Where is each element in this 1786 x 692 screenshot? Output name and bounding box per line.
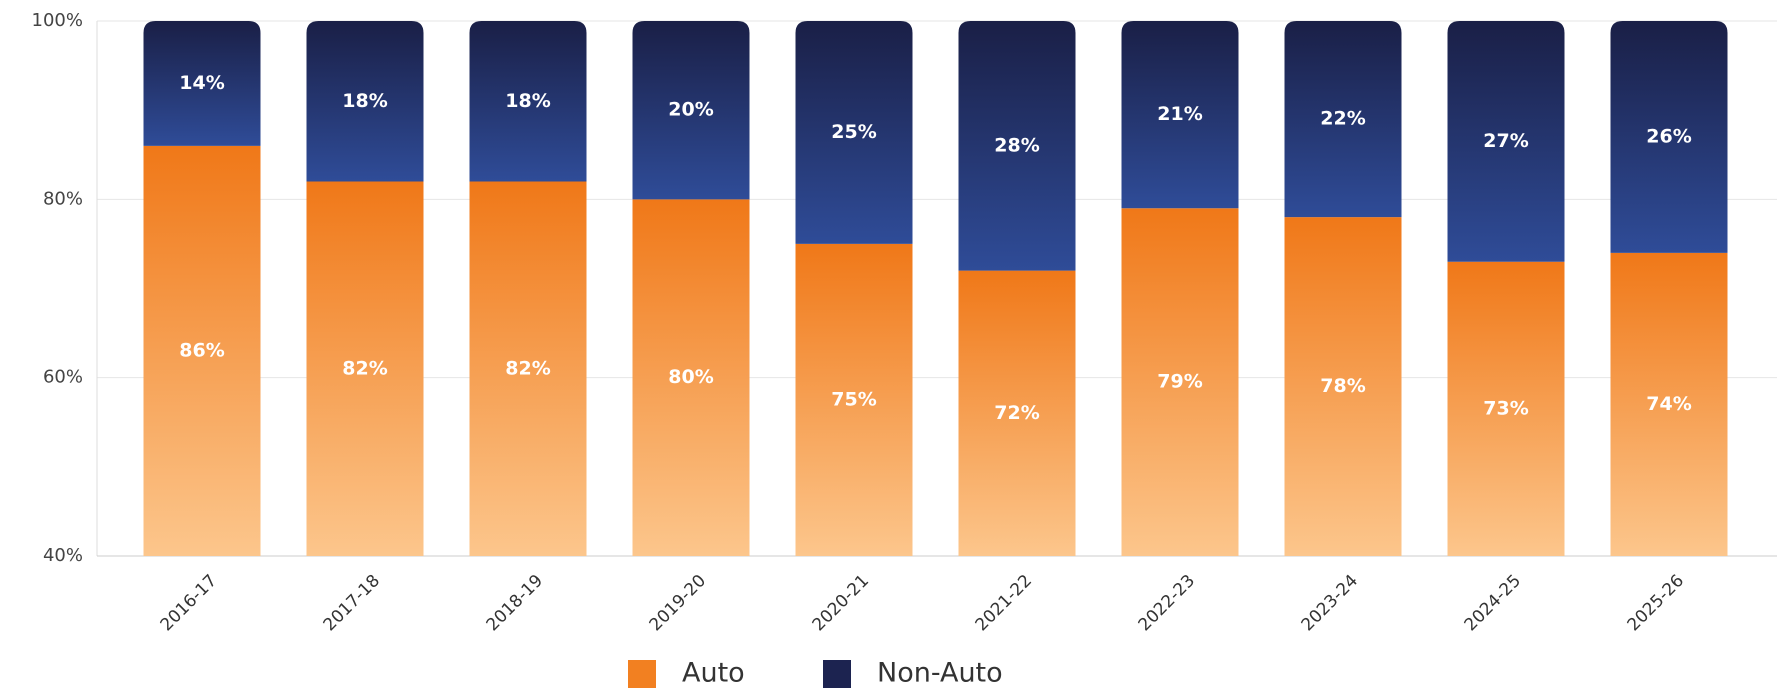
x-tick-label: 2021-22 — [972, 571, 1036, 635]
legend-label: Auto — [682, 658, 745, 689]
bar-segment — [795, 243, 913, 556]
legend-swatch — [628, 660, 656, 688]
value-label: 80% — [668, 366, 713, 388]
x-tick-label: 2024-25 — [1461, 571, 1525, 635]
value-label: 72% — [994, 402, 1039, 424]
value-label: 73% — [1483, 397, 1528, 419]
value-label: 79% — [1157, 371, 1202, 393]
value-label: 86% — [179, 339, 224, 361]
bar-segment — [469, 21, 587, 182]
bar-segment — [795, 21, 913, 244]
value-label: 28% — [994, 134, 1039, 156]
bar-segment — [143, 145, 261, 557]
x-tick-label: 2020-21 — [809, 571, 873, 635]
bar-segment — [1121, 208, 1239, 556]
bar-segment — [1121, 21, 1239, 209]
value-label: 22% — [1320, 108, 1365, 130]
y-tick-label: 80% — [43, 188, 83, 209]
bar-segment — [469, 181, 587, 556]
bar-segment — [143, 21, 261, 146]
x-tick-label: 2022-23 — [1135, 571, 1199, 635]
value-label: 75% — [831, 388, 876, 410]
x-tick-label: 2025-26 — [1624, 571, 1688, 635]
value-label: 78% — [1320, 375, 1365, 397]
legend-swatch — [823, 660, 851, 688]
y-tick-label: 100% — [32, 10, 83, 31]
value-label: 18% — [505, 90, 550, 112]
x-tick-label: 2023-24 — [1298, 571, 1362, 635]
value-label: 82% — [342, 357, 387, 379]
value-label: 26% — [1646, 125, 1691, 147]
bar-segment — [1610, 252, 1728, 557]
bar-segment — [1447, 21, 1565, 262]
x-tick-label: 2017-18 — [320, 571, 384, 635]
y-tick-label: 40% — [43, 545, 83, 566]
value-label: 14% — [179, 72, 224, 94]
value-label: 27% — [1483, 130, 1528, 152]
x-tick-label: 2016-17 — [157, 571, 221, 635]
y-tick-label: 60% — [43, 367, 83, 388]
bar-segment — [632, 21, 750, 200]
value-label: 25% — [831, 121, 876, 143]
value-label: 20% — [668, 99, 713, 121]
x-tick-label: 2018-19 — [483, 571, 547, 635]
bar-segment — [958, 270, 1076, 556]
bar-segment — [1284, 21, 1402, 218]
bar-segment — [1447, 261, 1565, 556]
value-label: 21% — [1157, 103, 1202, 125]
bar-segment — [306, 21, 424, 182]
value-label: 82% — [505, 357, 550, 379]
value-label: 74% — [1646, 393, 1691, 415]
bar-segment — [306, 181, 424, 556]
bar-segment — [1284, 217, 1402, 556]
x-tick-label: 2019-20 — [646, 571, 710, 635]
bar-segment — [632, 199, 750, 557]
legend-label: Non-Auto — [877, 658, 1003, 689]
bar-segment — [958, 21, 1076, 271]
bar-segment — [1610, 21, 1728, 253]
value-label: 18% — [342, 90, 387, 112]
